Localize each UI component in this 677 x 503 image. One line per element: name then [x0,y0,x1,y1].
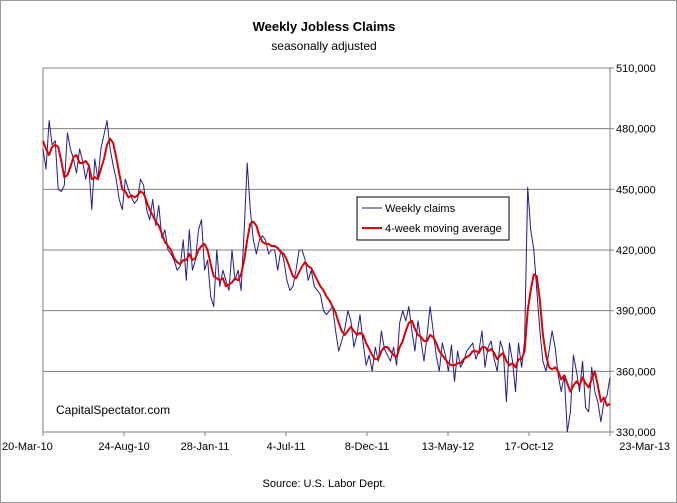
legend: Weekly claims 4-week moving average [356,196,510,241]
x-tick-label: 20-Mar-10 [2,441,53,453]
watermark-text: CapitalSpectator.com [56,403,170,417]
legend-label-moving-average: 4-week moving average [385,223,502,235]
y-tick-label: 510,000 [616,63,656,75]
source-text: Source: U.S. Labor Dept. [263,478,386,490]
y-axis: 330,000 360,000 390,000 420,000 450,000 480,0… [610,63,656,439]
grid-lines [43,128,610,372]
x-tick-label: 28-Jan-11 [181,441,230,453]
legend-label-weekly-claims: Weekly claims [385,203,456,215]
x-tick-label: 17-Oct-12 [505,441,554,453]
chart-subtitle: seasonally adjusted [271,39,376,53]
x-tick-label: 23-Mar-13 [619,441,670,453]
x-tick-label: 4-Jul-11 [267,441,306,453]
series-weekly-claims-line [42,120,611,433]
y-tick-label: 420,000 [616,245,656,257]
chart-title: Weekly Jobless Claims [253,19,396,34]
legend-box [356,196,510,241]
y-tick-label: 390,000 [616,306,656,318]
y-tick-label: 330,000 [616,427,656,439]
x-tick-label: 13-May-12 [422,441,475,453]
x-axis: 20-Mar-10 24-Aug-10 28-Jan-11 4-Jul-11 8-Dec… [2,432,670,453]
x-tick-label: 8-Dec-11 [345,441,389,453]
y-tick-label: 450,000 [616,184,656,196]
y-tick-label: 480,000 [616,124,656,136]
y-tick-label: 360,000 [616,366,656,378]
x-tick-label: 24-Aug-10 [98,441,149,453]
series-moving-average-line [42,137,611,407]
